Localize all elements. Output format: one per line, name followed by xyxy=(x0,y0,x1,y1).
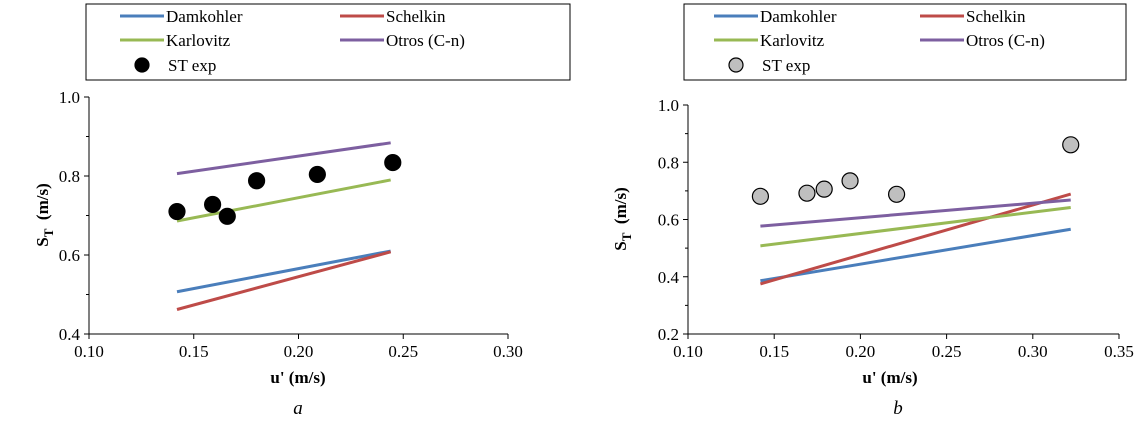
series-line-schelkin xyxy=(759,192,1072,286)
x-tick-label: 0.30 xyxy=(493,342,523,361)
legend: Damkohler Schelkin Karlovitz Otros (C-n) ST … xyxy=(85,3,571,81)
series-line-schelkin xyxy=(176,250,392,311)
legend-label-st-exp: ST exp xyxy=(762,56,810,75)
y-tick-label: 1.0 xyxy=(59,88,80,107)
x-axis-label: u' (m/s) xyxy=(862,368,917,387)
data-point-st-exp xyxy=(308,165,326,184)
y-tick-label: 0.8 xyxy=(59,167,80,186)
data-point-st-exp xyxy=(218,207,236,225)
data-point-st-exp xyxy=(204,195,222,214)
series-line-karlovitz xyxy=(176,178,391,223)
series-line-damkohler xyxy=(760,227,1071,283)
x-tick-label: 0.10 xyxy=(673,342,703,361)
data-point-st-exp xyxy=(384,153,402,172)
y-tick-label: 0.4 xyxy=(658,268,680,287)
panel-caption: a xyxy=(293,398,303,419)
chart-panel-b: Damkohler Schelkin Karlovitz Otros (C-n) ST … xyxy=(611,3,1134,419)
data-point-st-exp xyxy=(248,172,266,190)
data-point-st-exp xyxy=(168,202,186,221)
legend-label-otros-c-n-: Otros (C-n) xyxy=(386,31,465,50)
y-axis-label: ST (m/s) xyxy=(33,183,56,246)
x-axis-label: u' (m/s) xyxy=(270,368,325,387)
legend-marker-st-exp xyxy=(134,57,150,73)
y-tick-label: 0.4 xyxy=(59,325,81,344)
legend-label-karlovitz: Karlovitz xyxy=(166,31,231,50)
data-point-st-exp xyxy=(841,172,859,190)
legend-label-damkohler: Damkohler xyxy=(760,7,837,26)
legend-label-damkohler: Damkohler xyxy=(166,7,243,26)
data-point-st-exp xyxy=(815,180,833,198)
y-tick-label: 0.8 xyxy=(658,153,679,172)
legend-label-schelkin: Schelkin xyxy=(386,7,446,26)
x-tick-label: 0.25 xyxy=(932,342,962,361)
y-tick-label: 0.6 xyxy=(658,211,679,230)
y-tick-label: 1.0 xyxy=(658,96,679,115)
legend-marker-st-exp xyxy=(728,57,744,73)
data-point-st-exp xyxy=(798,184,816,202)
data-point-st-exp xyxy=(751,187,770,205)
chart-panel-a: Damkohler Schelkin Karlovitz Otros (C-n) ST … xyxy=(33,3,571,419)
legend: Damkohler Schelkin Karlovitz Otros (C-n) ST … xyxy=(683,3,1127,81)
legend-label-st-exp: ST exp xyxy=(168,56,216,75)
x-tick-label: 0.20 xyxy=(284,342,314,361)
legend-label-karlovitz: Karlovitz xyxy=(760,31,825,50)
data-point-st-exp xyxy=(1062,136,1080,154)
legend-box xyxy=(85,3,571,81)
series-line-damkohler xyxy=(176,249,391,294)
x-tick-label: 0.15 xyxy=(759,342,789,361)
x-tick-label: 0.15 xyxy=(179,342,209,361)
x-tick-label: 0.30 xyxy=(1018,342,1048,361)
x-tick-label: 0.10 xyxy=(74,342,104,361)
y-tick-label: 0.6 xyxy=(59,246,80,265)
series-line-otros-c-n- xyxy=(176,141,391,176)
x-tick-label: 0.35 xyxy=(1104,342,1134,361)
y-tick-label: 0.2 xyxy=(658,325,679,344)
series-line-otros-c-n- xyxy=(760,198,1071,228)
x-tick-label: 0.25 xyxy=(388,342,418,361)
data-point-st-exp xyxy=(888,185,906,203)
x-tick-label: 0.20 xyxy=(846,342,876,361)
panel-caption: b xyxy=(893,398,903,419)
legend-label-schelkin: Schelkin xyxy=(966,7,1026,26)
legend-label-otros-c-n-: Otros (C-n) xyxy=(966,31,1045,50)
y-axis-label: ST (m/s) xyxy=(611,187,634,250)
series-line-karlovitz xyxy=(760,205,1071,248)
